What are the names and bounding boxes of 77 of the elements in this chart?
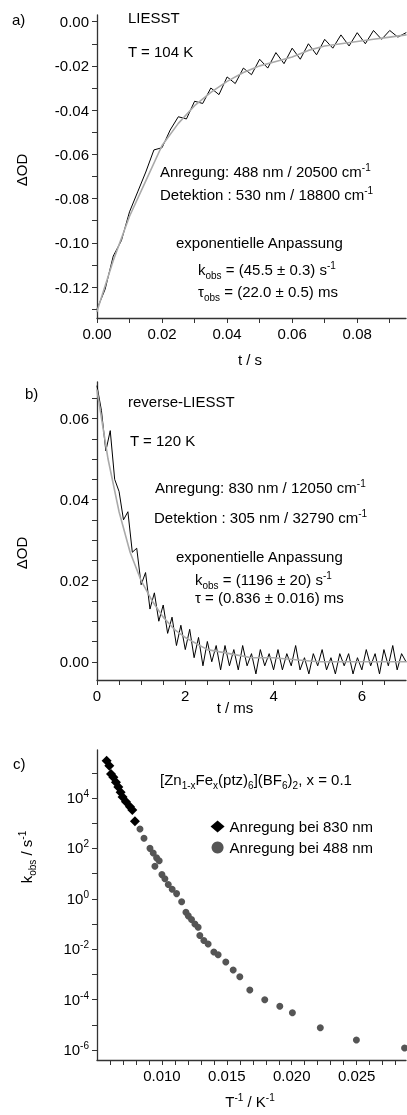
point [288,1009,296,1017]
y-tick-label: -0.08 [54,190,89,208]
annotation: τ$_{obs}$ = (22.0 ± 0.5) ms [198,283,338,303]
x-tick-label: 0.04 [212,325,242,342]
point [164,880,172,888]
annotation: reverse-LIESST [128,393,235,411]
y-tick-label: 10$^{-6}$ [63,1039,89,1059]
annotation: Detektion : 530 nm / 18800 cm$^{-1}$ [160,185,374,204]
annotation: T = 120 K [130,432,196,450]
y-axis-title: ΔOD [12,153,31,187]
annotation: exponentielle Anpassung [176,234,343,252]
y-tick-label: -0.12 [54,278,89,296]
point [151,862,159,870]
x-tick-label: 0.06 [277,325,307,342]
point [140,834,148,842]
x-tick-label: 2 [181,687,190,704]
y-tick-label: 0.04 [59,491,89,509]
point [222,958,230,966]
point [161,875,169,883]
point [196,931,204,939]
x-tick-label: 0.02 [147,325,177,342]
annotation: T = 104 K [128,43,194,61]
annotation: exponentielle Anpassung [176,548,343,566]
y-tick-label: 10$^{4}$ [66,787,89,807]
legend-label: Anregung bei 830 nm [229,818,373,835]
annotation: τ = (0.836 ± 0.016) ms [195,589,344,607]
text: [Zn$_{1-x}$Fe$_{x}$(ptz)$_{6}$](BF$_{6}$)$_{2}$, x = 0.1 [160,771,352,791]
x-axis-title: t / ms [216,699,254,717]
x-tick-label: 0.020 [272,1067,311,1084]
chart-title: b) [25,385,39,403]
point [200,937,208,945]
annotation: Anregung: 830 nm / 12050 cm$^{-1}$ [155,478,366,497]
y-tick-label: 0.00 [59,653,89,671]
x-tick-label: 0.08 [342,325,372,342]
point [229,966,237,974]
chart-title: a) [12,11,26,29]
y-tick-label: 10$^{-4}$ [63,989,89,1008]
point [236,973,244,981]
y-tick-label: 10$^{2}$ [66,838,89,857]
y-tick-label: 0.06 [59,409,89,427]
y-tick-label: -0.10 [54,234,89,252]
y-tick-label: 10$^{0}$ [66,888,89,908]
x-tick-label: 0.00 [82,325,112,342]
point [173,890,181,898]
point [261,996,269,1004]
x-tick-label: 0.025 [337,1067,376,1084]
annotation: Anregung: 488 nm / 20500 cm$^{-1}$ [160,162,371,181]
annotation: LIESST [128,9,180,27]
point [168,885,176,893]
annotation: k$_{obs}$ = (1196 ± 20) s$^{-1}$ [195,570,332,591]
y-tick-label: 10$^{-2}$ [63,938,89,958]
y-tick-label: -0.04 [54,101,89,119]
legend-label: Anregung bei 488 nm [229,839,373,856]
point [352,1036,360,1044]
point [276,1002,284,1010]
y-tick-label: -0.02 [54,57,89,75]
point [129,816,140,827]
y-tick-label: -0.06 [54,145,89,163]
x-tick-label: 0.010 [143,1067,181,1084]
x-tick-label: 4 [269,687,278,704]
x-tick-label: 6 [357,687,367,704]
point [104,760,115,771]
x-axis-title: T$^{-1}$ / K$^{-1}$ [225,1092,275,1111]
point [178,898,186,906]
annotation: k$_{obs}$ = (45.5 ± 0.3) s$^{-1}$ [198,260,336,281]
y-tick-label: 0.00 [59,13,89,31]
y-tick-label: 0.02 [59,572,89,590]
chart-title: c) [13,755,26,773]
point [316,1024,324,1032]
point [214,951,222,959]
x-tick-label: 0.015 [208,1067,246,1084]
point [246,986,254,994]
x-axis-title: t / s [237,351,263,369]
y-axis-title: ΔOD [12,536,31,570]
x-tick-label: 0 [92,687,102,704]
point [401,1044,407,1052]
annotation: Detektion : 305 nm / 32790 cm$^{-1}$ [154,508,368,527]
